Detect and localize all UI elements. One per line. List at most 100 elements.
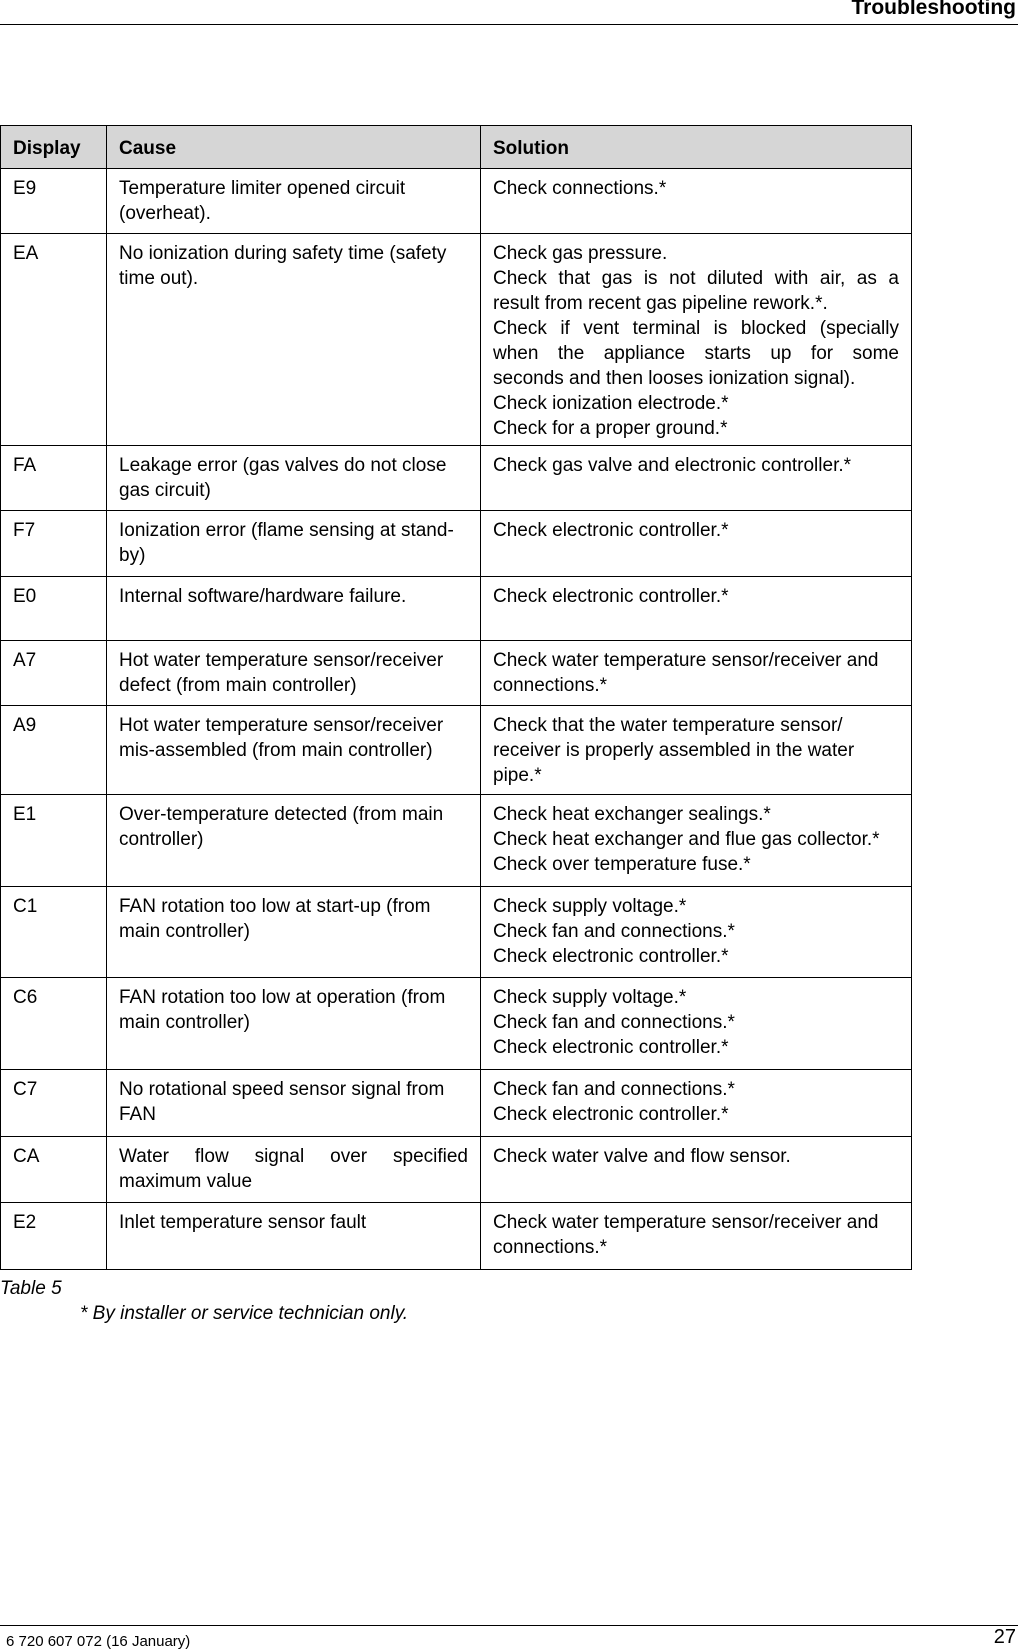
solution-cell: Check supply voltage.* Check fan and conn… [480,977,912,1070]
cause-line: gas circuit) [119,480,211,501]
solution-line: Check electronic controller.* [493,1037,729,1058]
solution-line: Check that the water temperature sensor/ [493,715,843,736]
cause-cell: Water flow signal over specified maximum … [106,1136,481,1203]
table-caption: Table 5 [0,1278,62,1299]
table-row: A7 Hot water temperature sensor/receiver d… [0,640,912,706]
table-row: E0 Internal software/hardware failure. Che… [0,576,912,641]
table-row: CA Water flow signal over specified maximu… [0,1136,912,1203]
footnote: * By installer or service technician onl… [80,1303,409,1324]
solution-line: seconds and then looses ionization signa… [493,368,856,389]
cause-line: main controller) [119,921,250,942]
display-code: FA [0,445,107,511]
solution-cell: Check heat exchanger sealings.* Check hea… [480,794,912,887]
solution-line: Check ionization electrode.* [493,393,729,414]
solution-cell: Check supply voltage.* Check fan and conn… [480,886,912,978]
display-code: E1 [0,794,107,887]
solution-line: Check electronic controller.* [493,1104,729,1125]
cause-line: Temperature limiter opened circuit [119,178,406,199]
solution-line: Check fan and connections.* [493,921,735,942]
solution-line: Check for a proper ground.* [493,418,728,439]
table-row: EA No ionization during safety time (safe… [0,233,912,446]
cause-line: main controller) [119,1012,250,1033]
cause-line: Ionization error (flame sensing at stand… [119,520,454,541]
column-header-cause: Cause [106,125,481,169]
table-row: F7 Ionization error (flame sensing at sta… [0,510,912,577]
footer-divider [0,1625,1018,1626]
table-header-row: Display Cause Solution [0,125,912,169]
page-number: 27 [993,1626,1016,1648]
column-header-solution: Solution [480,125,912,169]
solution-line: Check electronic controller.* [493,586,729,607]
solution-cell: Check fan and connections.* Check electro… [480,1069,912,1137]
solution-cell: Check water temperature sensor/receiver … [480,640,912,706]
cause-line: Water flow signal over specified [119,1146,468,1167]
solution-cell: Check gas pressure. Check that gas is not… [480,233,912,446]
cause-line: Inlet temperature sensor fault [119,1212,367,1233]
solution-line: Check water valve and flow sensor. [493,1146,791,1167]
solution-cell: Check connections.* [480,168,912,234]
display-code: EA [0,233,107,446]
table-row: C6 FAN rotation too low at operation (fro… [0,977,912,1070]
cause-cell: Ionization error (flame sensing at stand… [106,510,481,577]
cause-line: maximum value [119,1171,253,1192]
solution-line: Check water temperature sensor/receiver … [493,1212,879,1233]
cause-line: No rotational speed sensor signal from [119,1079,445,1100]
display-code: C7 [0,1069,107,1137]
solution-line: result from recent gas pipeline rework.*… [493,293,828,314]
cause-line: FAN rotation too low at start-up (from [119,896,431,917]
table-row: E2 Inlet temperature sensor fault Check wa… [0,1202,912,1270]
solution-line: pipe.* [493,765,542,786]
table-row: E9 Temperature limiter opened circuit (ove… [0,168,912,234]
section-title: Troubleshooting [851,0,1016,19]
solution-line: Check fan and connections.* [493,1079,735,1100]
display-code: F7 [0,510,107,577]
cause-cell: FAN rotation too low at operation (from m… [106,977,481,1070]
solution-line: Check gas pressure. [493,243,668,264]
solution-line: Check fan and connections.* [493,1012,735,1033]
cause-line: No ionization during safety time (safety [119,243,447,264]
header-divider [0,24,1018,25]
display-code: CA [0,1136,107,1203]
solution-cell: Check water temperature sensor/receiver … [480,1202,912,1270]
cause-line: Hot water temperature sensor/receiver [119,715,444,736]
cause-line: mis-assembled (from main controller) [119,740,433,761]
solution-line: Check supply voltage.* [493,987,687,1008]
display-code: A9 [0,705,107,795]
cause-line: defect (from main controller) [119,675,357,696]
solution-line: Check over temperature fuse.* [493,854,751,875]
column-header-display: Display [0,125,107,169]
troubleshooting-table: Display Cause Solution E9 Temperature lim… [0,125,912,1270]
cause-line: FAN [119,1104,156,1125]
cause-cell: FAN rotation too low at start-up (from ma… [106,886,481,978]
solution-cell: Check electronic controller.* [480,576,912,641]
solution-line: Check supply voltage.* [493,896,687,917]
solution-line: Check heat exchanger and flue gas collec… [493,829,880,850]
solution-line: Check electronic controller.* [493,520,729,541]
solution-line: Check electronic controller.* [493,946,729,967]
cause-cell: Inlet temperature sensor fault [106,1202,481,1270]
solution-cell: Check gas valve and electronic controlle… [480,445,912,511]
cause-cell: Temperature limiter opened circuit (overh… [106,168,481,234]
solution-line: connections.* [493,675,608,696]
table-row: C1 FAN rotation too low at start-up (from… [0,886,912,978]
cause-line: by) [119,545,146,566]
document-number: 6 720 607 072 (16 January) [6,1633,191,1650]
display-code: E0 [0,576,107,641]
solution-cell: Check that the water temperature sensor/… [480,705,912,795]
cause-line: (overheat). [119,203,211,224]
display-code: A7 [0,640,107,706]
display-code: E2 [0,1202,107,1270]
solution-cell: Check water valve and flow sensor. [480,1136,912,1203]
cause-cell: Over-temperature detected (from main cont… [106,794,481,887]
table-row: FA Leakage error (gas valves do not close… [0,445,912,511]
cause-line: Internal software/hardware failure. [119,586,407,607]
solution-line: Check that gas is not diluted with air, … [493,268,899,289]
display-code: C1 [0,886,107,978]
solution-line: Check heat exchanger sealings.* [493,804,771,825]
table-row: A9 Hot water temperature sensor/receiver m… [0,705,912,795]
cause-cell: No ionization during safety time (safety… [106,233,481,446]
display-code: E9 [0,168,107,234]
solution-line: receiver is properly assembled in the wa… [493,740,855,761]
solution-line: Check if vent terminal is blocked (speci… [493,318,899,339]
solution-line: when the appliance starts up for some [493,343,899,364]
